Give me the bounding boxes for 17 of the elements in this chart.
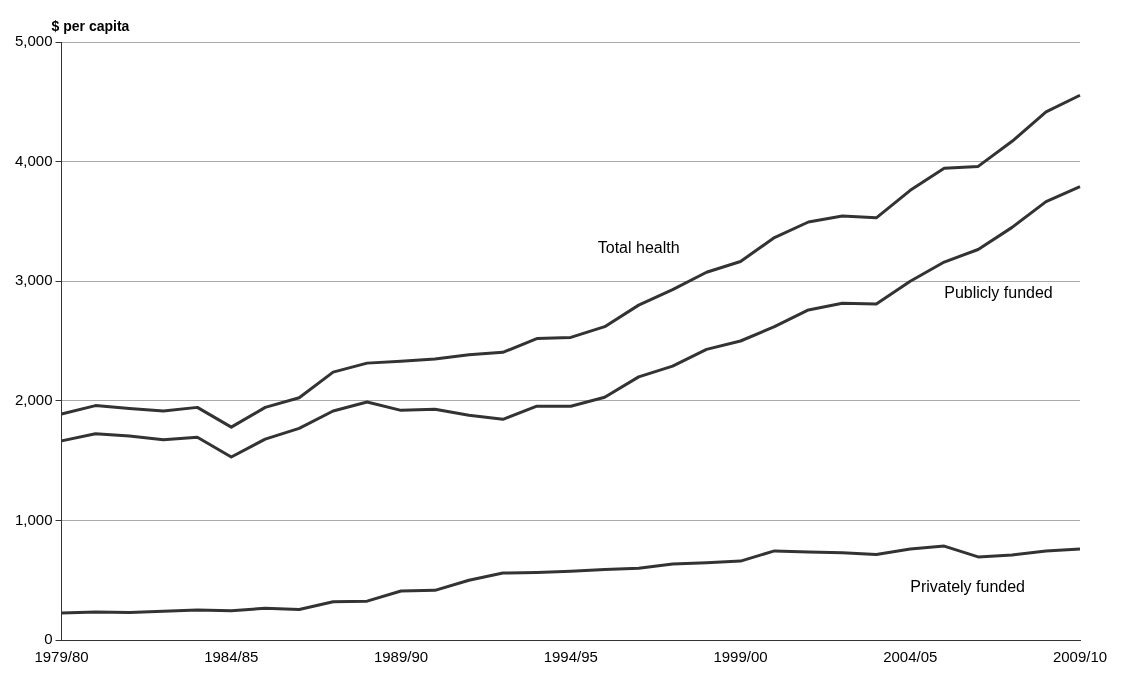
x-tick-label: 2004/05: [883, 648, 938, 666]
y-axis-title: $ per capita: [51, 17, 130, 34]
y-tick-label: 2,000: [14, 390, 53, 408]
y-tick-label: 1,000: [14, 510, 53, 528]
x-tick-label: 1989/90: [373, 648, 429, 666]
x-tick-label: 1984/85: [204, 648, 259, 666]
x-tick-label: 1994/95: [543, 648, 598, 666]
y-tick-label: 3,000: [14, 271, 53, 289]
series-label: Publicly funded: [944, 284, 1053, 302]
y-tick-label: 0: [44, 630, 53, 648]
series-label: Privately funded: [910, 577, 1025, 595]
x-tick-label: 2009/10: [1052, 648, 1108, 666]
y-tick-label: 4,000: [14, 151, 53, 169]
x-tick-label: 1979/80: [34, 648, 89, 666]
x-tick-label: 1999/00: [713, 648, 768, 666]
y-tick-label: 5,000: [14, 32, 53, 50]
series-label: Total health: [597, 239, 680, 257]
